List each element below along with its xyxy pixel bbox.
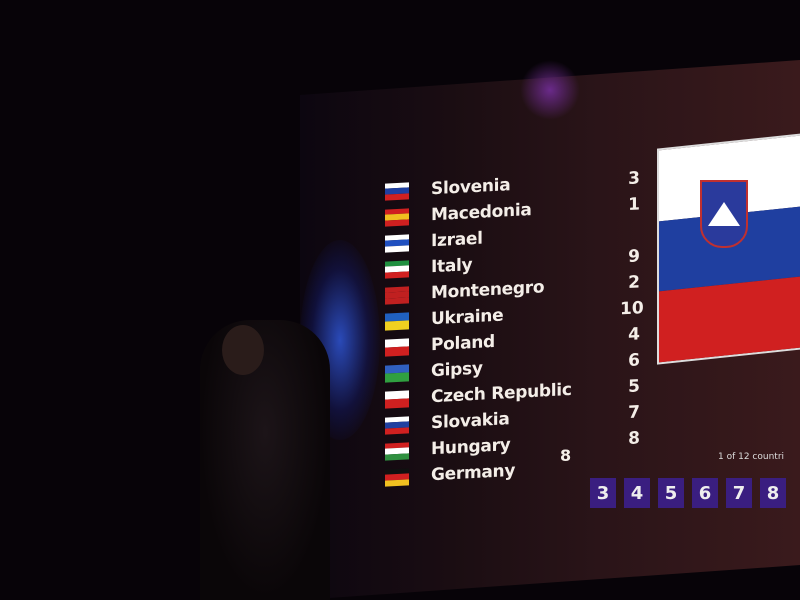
country-points: 4 [628, 324, 640, 345]
purple-light-glow [520, 60, 580, 120]
slovenia-coat-of-arms-icon [700, 180, 748, 248]
country-flag-icon [385, 207, 409, 227]
point-button[interactable]: 4 [624, 478, 650, 508]
country-points: 1 [628, 194, 640, 215]
country-flag-icon [385, 363, 409, 383]
country-counter: 1 of 12 countri [718, 452, 785, 462]
point-button[interactable]: 5 [658, 478, 684, 508]
country-points [620, 464, 640, 465]
country-points [620, 230, 640, 231]
country-flag-icon [385, 181, 409, 201]
current-country-flag [657, 131, 800, 365]
country-points: 3 [628, 168, 640, 189]
point-button[interactable]: 3 [590, 478, 616, 508]
country-flag-icon [385, 389, 409, 409]
country-flag-icon [385, 259, 409, 279]
country-points: 9 [628, 246, 640, 267]
point-button[interactable]: 8 [760, 478, 786, 508]
extra-point: 8 [560, 446, 572, 465]
country-flag-icon [385, 415, 409, 435]
country-points: 10 [620, 298, 644, 320]
country-flag-icon [385, 441, 409, 461]
country-points: 2 [628, 272, 640, 293]
country-points: 6 [628, 350, 640, 371]
scoreboard-list: Slovenia 3 Macedonia 1 Izrael Italy 9 Montenegr… [385, 168, 644, 487]
country-flag-icon [385, 337, 409, 357]
presenter [200, 320, 330, 600]
country-flag-icon [385, 233, 409, 253]
country-flag-icon [385, 467, 409, 487]
country-points: 8 [628, 428, 640, 449]
point-button[interactable]: 7 [726, 478, 752, 508]
country-flag-icon [385, 285, 409, 305]
country-flag-icon [385, 311, 409, 331]
point-button[interactable]: 6 [692, 478, 718, 508]
country-points: 7 [628, 402, 640, 423]
country-points: 5 [628, 376, 640, 397]
presenter-head [222, 325, 264, 375]
